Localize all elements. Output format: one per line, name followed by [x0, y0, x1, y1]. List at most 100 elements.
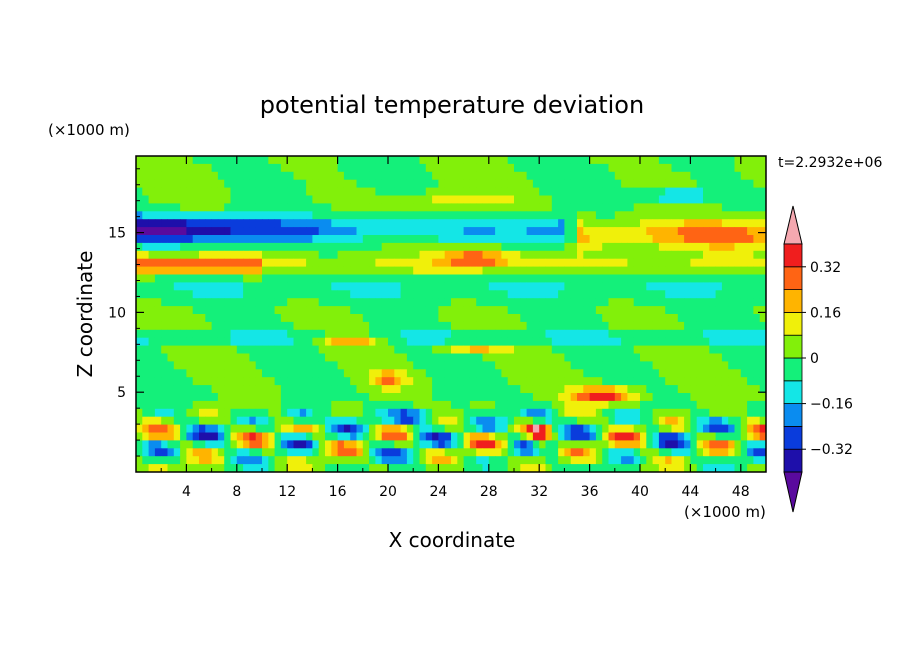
- field-cell: [677, 227, 685, 236]
- field-cell: [646, 242, 653, 252]
- field-cell: [614, 393, 622, 402]
- field-cell: [331, 219, 338, 228]
- field-cell: [646, 345, 653, 354]
- field-cell: [375, 282, 383, 291]
- field-cell: [356, 314, 364, 323]
- field-cell: [154, 345, 162, 354]
- field-cell: [375, 227, 383, 236]
- field-cell: [406, 337, 414, 346]
- field-cell: [406, 195, 414, 204]
- field-cell: [337, 416, 345, 425]
- field-cell: [526, 258, 534, 267]
- field-cell: [526, 235, 534, 244]
- field-cell: [621, 258, 628, 267]
- field-cell: [614, 235, 622, 244]
- field-cell: [759, 424, 767, 433]
- field-cell: [249, 393, 257, 402]
- field-cell: [539, 377, 546, 386]
- field-cell: [362, 440, 370, 449]
- field-cell: [413, 400, 420, 410]
- field-cell: [217, 227, 225, 236]
- field-cell: [570, 393, 578, 402]
- field-cell: [614, 408, 622, 418]
- field-cell: [658, 250, 666, 260]
- field-cell: [482, 408, 490, 418]
- field-cell: [186, 219, 194, 228]
- field-cell: [652, 274, 660, 283]
- field-cell: [539, 242, 546, 252]
- field-cell: [356, 377, 364, 386]
- field-cell: [400, 393, 408, 402]
- field-cell: [331, 195, 338, 204]
- field-cell: [249, 235, 257, 244]
- field-cell: [362, 369, 370, 378]
- field-cell: [388, 456, 395, 465]
- field-cell: [394, 258, 401, 267]
- field-cell: [236, 227, 244, 236]
- field-cell: [507, 329, 515, 339]
- field-cell: [432, 195, 439, 204]
- field-cell: [501, 156, 509, 165]
- field-cell: [677, 416, 685, 425]
- field-cell: [602, 416, 609, 425]
- field-cell: [457, 393, 464, 402]
- field-cell: [715, 179, 723, 188]
- field-cell: [526, 195, 534, 204]
- field-cell: [224, 369, 231, 378]
- field-cell: [495, 385, 502, 394]
- field-cell: [728, 290, 735, 299]
- field-cell: [413, 337, 420, 346]
- field-cell: [514, 377, 521, 386]
- field-cell: [243, 424, 250, 433]
- field-cell: [457, 219, 464, 228]
- field-cell: [217, 258, 225, 267]
- field-cell: [595, 432, 603, 441]
- field-cell: [432, 424, 439, 433]
- field-cell: [419, 274, 427, 283]
- field-cell: [671, 235, 679, 244]
- field-cell: [444, 464, 452, 473]
- field-cell: [721, 187, 729, 196]
- field-cell: [703, 171, 710, 181]
- field-cell: [583, 393, 590, 402]
- field-cell: [381, 456, 389, 465]
- field-cell: [180, 464, 187, 473]
- field-cell: [539, 345, 546, 354]
- field-cell: [495, 195, 502, 204]
- field-cell: [482, 171, 490, 181]
- field-cell: [425, 353, 433, 362]
- field-cell: [684, 377, 691, 386]
- field-cell: [394, 321, 401, 331]
- field-cell: [589, 314, 597, 323]
- field-cell: [375, 416, 383, 425]
- field-cell: [161, 448, 168, 457]
- field-cell: [211, 393, 219, 402]
- field-cell: [451, 377, 458, 386]
- field-cell: [469, 400, 477, 410]
- field-cell: [337, 290, 345, 299]
- field-cell: [715, 156, 723, 165]
- field-cell: [356, 242, 364, 252]
- field-cell: [224, 242, 231, 252]
- field-cell: [627, 219, 635, 228]
- field-cell: [211, 298, 219, 307]
- field-cell: [432, 408, 439, 418]
- field-cell: [451, 337, 458, 346]
- field-cell: [400, 448, 408, 457]
- field-cell: [577, 266, 584, 275]
- colorbar-label: 0: [810, 351, 819, 367]
- field-cell: [551, 163, 559, 173]
- field-cell: [425, 440, 433, 449]
- field-cell: [356, 282, 364, 291]
- field-cell: [186, 250, 194, 260]
- field-cell: [646, 408, 653, 418]
- field-cell: [532, 448, 540, 457]
- field-cell: [224, 156, 231, 165]
- field-cell: [432, 345, 439, 354]
- field-cell: [262, 400, 269, 410]
- field-cell: [677, 187, 685, 196]
- field-cell: [438, 258, 446, 267]
- field-cell: [633, 393, 641, 402]
- field-cell: [230, 282, 238, 291]
- field-cell: [381, 235, 389, 244]
